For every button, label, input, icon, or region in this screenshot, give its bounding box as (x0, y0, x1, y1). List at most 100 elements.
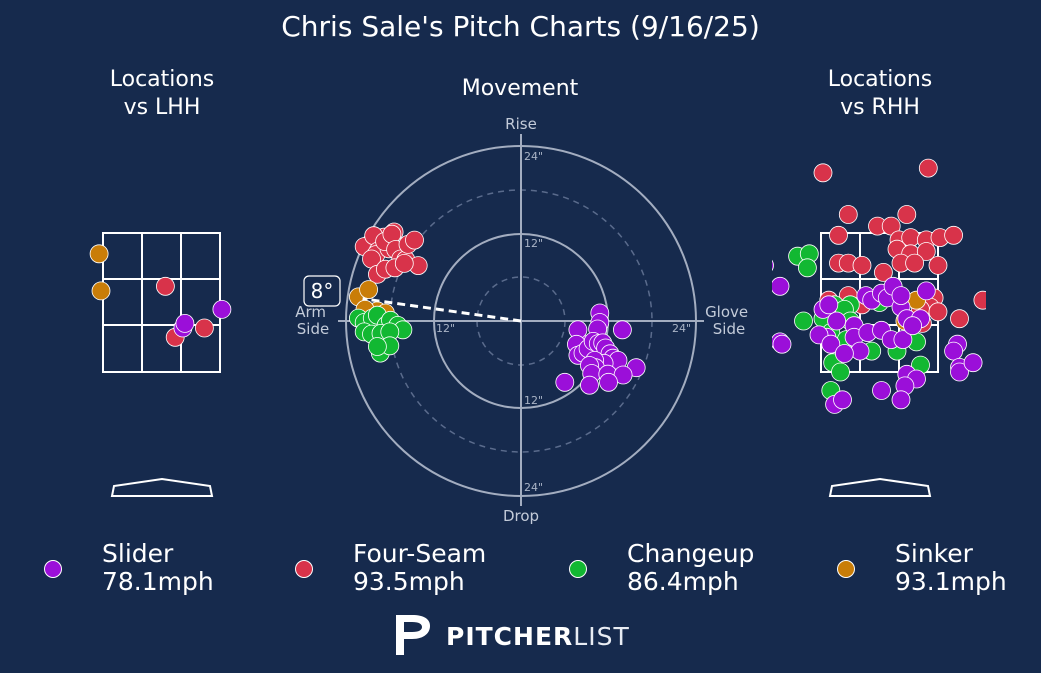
ring-label: 24" (672, 322, 691, 335)
home-plate-lhh (110, 477, 214, 497)
four-seam-pitch-point (950, 309, 969, 329)
logo-text-bold: PITCHER (446, 622, 574, 651)
slider-pitch-point (893, 330, 913, 350)
legend-pitch-speed: 78.1mph (102, 567, 214, 596)
pitcherlist-logo-icon (396, 615, 430, 655)
glove-side-line-2: Side (713, 320, 745, 338)
ring-label: 24" (524, 150, 543, 163)
slider-pitch-point (772, 259, 774, 272)
changeup-pitch-point (798, 258, 817, 278)
slider-movement-point (555, 372, 575, 392)
slider-pitch-point (850, 341, 870, 361)
legend-pitch-name: Slider (102, 539, 174, 568)
slider-pitch-point (903, 316, 922, 336)
four-seam-pitch-point (897, 205, 917, 224)
sinker-pitch-point (91, 281, 111, 301)
four-seam-pitch-point (813, 163, 833, 183)
four-seam-pitch-point (944, 225, 963, 245)
glove-side-label: Glove Side (705, 303, 753, 338)
slider-pitch-point (175, 313, 195, 333)
slider-pitch-point (212, 299, 232, 319)
logo-text-light: LIST (573, 622, 630, 651)
legend-pitch-speed: 93.1mph (895, 567, 1007, 596)
arm-side-label: Arm Side (295, 303, 331, 338)
rise-label: Rise (505, 115, 537, 133)
changeup-movement-point (367, 337, 387, 356)
legend-pitch-name: Four-Seam (353, 539, 487, 568)
four-seam-pitch-point (155, 276, 175, 296)
slider-pitch-point (872, 381, 891, 400)
home-plate-rhh (828, 477, 932, 497)
pitcherlist-logo-text: PITCHERLIST (446, 622, 630, 651)
drop-label: Drop (503, 507, 539, 525)
slider-pitch-point (835, 344, 854, 363)
four-seam-legend-dot (295, 560, 313, 578)
slider-pitch-point (950, 362, 969, 382)
slider-legend-dot (44, 560, 62, 578)
arm-angle-label: 8° (311, 279, 334, 303)
glove-side-line-1: Glove (705, 303, 748, 321)
left-panel-title: Locations vs LHH (82, 66, 242, 122)
arm-side-line-1: Arm (295, 303, 326, 321)
four-seam-pitch-point (838, 205, 858, 224)
ring-label: 12" (524, 394, 543, 407)
four-seam-pitch-point (874, 262, 893, 282)
slider-pitch-point (891, 286, 911, 306)
arm-side-line-2: Side (297, 320, 329, 338)
center-panel-title: Movement (420, 75, 620, 103)
slider-pitch-point (772, 276, 790, 296)
legend-pitch-speed: 93.5mph (353, 567, 465, 596)
slider-pitch-point (827, 311, 846, 331)
slider-pitch-point (963, 353, 983, 373)
four-seam-pitch-point (852, 255, 872, 275)
slider-pitch-point (772, 334, 792, 354)
sinker-legend-dot (837, 560, 855, 578)
changeup-pitch-point (794, 311, 813, 331)
ring-label: 12" (524, 237, 543, 250)
slider-pitch-point (833, 390, 852, 410)
slider-movement-point (599, 372, 618, 392)
four-seam-movement-point (405, 230, 424, 250)
movement-pitch-points (348, 222, 646, 395)
axis-labels: Rise Drop Arm Side Glove Side (295, 115, 753, 525)
four-seam-pitch-point (829, 225, 848, 245)
legend-pitch-name: Changeup (627, 539, 755, 568)
lhh-pitch-points (89, 244, 232, 347)
right-panel-title-text: Locations vs RHH (827, 67, 933, 120)
four-seam-pitch-point (973, 290, 986, 310)
slider-pitch-point (819, 295, 839, 315)
ring-label: 24" (524, 481, 543, 494)
four-seam-pitch-point (916, 242, 936, 261)
left-panel-title-text: Locations vs LHH (109, 67, 215, 120)
legend-pitch-speed: 86.4mph (627, 567, 739, 596)
slider-pitch-point (821, 334, 841, 354)
ring-labels: 24" 12" 12" 24" 12" 24" (436, 150, 691, 494)
right-panel-title: Locations vs RHH (800, 66, 960, 122)
ring-label: 12" (436, 322, 455, 335)
four-seam-movement-point (394, 253, 414, 273)
four-seam-pitch-point (905, 253, 924, 273)
chart-title: Chris Sale's Pitch Charts (9/16/25) (281, 10, 760, 43)
slider-pitch-point (891, 390, 911, 410)
changeup-pitch-point (831, 362, 850, 382)
changeup-legend-dot (569, 560, 587, 578)
slider-movement-point (613, 320, 632, 340)
sinker-movement-point (359, 280, 379, 300)
legend-pitch-name: Sinker (895, 539, 973, 568)
slider-pitch-point (944, 341, 963, 361)
slider-movement-point (580, 375, 599, 395)
four-seam-pitch-point (194, 318, 214, 338)
sinker-pitch-point (89, 244, 109, 264)
four-seam-pitch-point (928, 255, 948, 275)
slider-pitch-point (916, 281, 936, 301)
arm-angle-box (303, 275, 341, 307)
rhh-pitch-points (772, 158, 986, 414)
center-panel-title-text: Movement (461, 76, 579, 101)
four-seam-pitch-point (918, 158, 938, 178)
four-seam-pitch-point (928, 302, 948, 322)
arm-angle-badge: 8° (303, 275, 341, 307)
arm-angle-line (362, 297, 522, 323)
